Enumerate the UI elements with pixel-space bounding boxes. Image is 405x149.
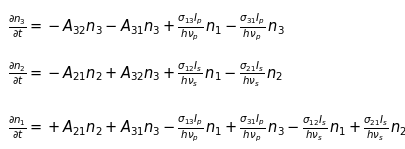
- Text: $\frac{\partial n_2}{\partial t} = -A_{21}n_2 + A_{32}n_3 + \frac{\sigma_{12}I_s: $\frac{\partial n_2}{\partial t} = -A_{2…: [8, 60, 283, 89]
- Text: $\frac{\partial n_1}{\partial t} = +A_{21}n_2 + A_{31}n_3 - \frac{\sigma_{13}I_p: $\frac{\partial n_1}{\partial t} = +A_{2…: [8, 112, 405, 144]
- Text: $\frac{\partial n_3}{\partial t} = -A_{32}n_3 - A_{31}n_3 + \frac{\sigma_{13}I_p: $\frac{\partial n_3}{\partial t} = -A_{3…: [8, 12, 284, 43]
